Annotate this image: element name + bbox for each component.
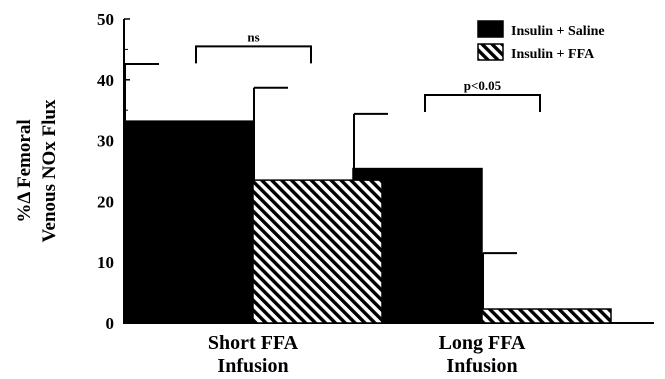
legend-label: Insulin + FFA: [511, 47, 595, 62]
x-tick-label: Long FFA: [439, 332, 526, 354]
y-tick-label: 20: [97, 192, 114, 211]
legend-swatch: [477, 20, 504, 38]
y-axis-ticks: 0 10 20 30 40 50: [97, 10, 130, 333]
significance-bracket: [195, 45, 312, 64]
error-bars: [124, 62, 517, 310]
y-tick-label: 0: [106, 314, 115, 333]
x-tick-label: Infusion: [446, 355, 517, 377]
bar: [481, 308, 612, 324]
y-axis-label: %Δ Femoral Venous NOx Flux: [14, 99, 60, 242]
bar: [123, 120, 254, 324]
legend: Insulin + Saline Insulin + FFA: [477, 20, 605, 62]
bars: [123, 120, 612, 324]
bar: [252, 179, 383, 324]
legend-label: Insulin + Saline: [511, 24, 605, 39]
y-tick-label: 50: [97, 10, 114, 29]
x-tick-label: Infusion: [217, 355, 288, 377]
y-tick-label: 40: [97, 71, 114, 90]
significance-label: ns: [247, 29, 259, 44]
y-tick-label: 30: [97, 132, 114, 151]
x-tick-label: Short FFA: [208, 332, 299, 354]
legend-swatch: [477, 43, 504, 61]
significance-label: p<0.05: [464, 78, 502, 93]
significance-bracket: [424, 94, 541, 112]
y-axis-label-line: Venous NOx Flux: [39, 99, 60, 242]
y-axis-label-line: %Δ Femoral: [14, 119, 35, 222]
significance-annotations: ns p<0.05: [195, 29, 541, 112]
y-tick-label: 10: [97, 253, 114, 272]
